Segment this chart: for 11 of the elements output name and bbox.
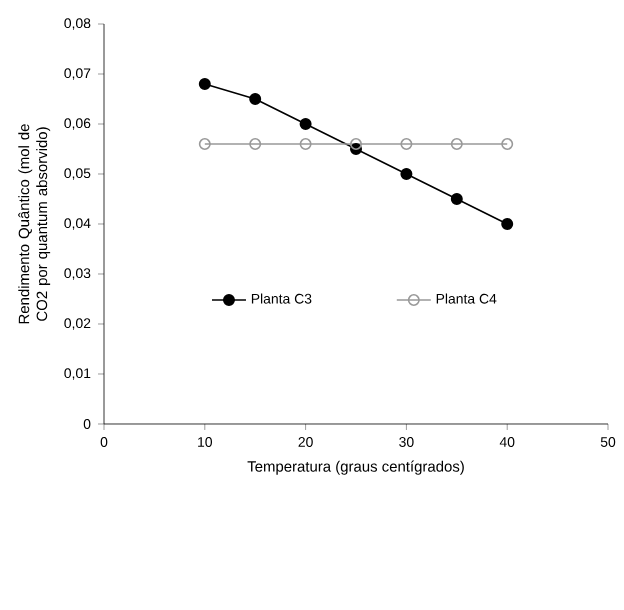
point <box>400 138 413 150</box>
point <box>299 118 312 130</box>
point <box>450 138 463 150</box>
point <box>400 168 413 180</box>
point <box>350 138 362 150</box>
point <box>249 138 262 150</box>
point <box>299 138 312 150</box>
point <box>501 218 514 230</box>
point <box>249 93 262 105</box>
point <box>198 78 211 90</box>
point <box>450 193 463 205</box>
